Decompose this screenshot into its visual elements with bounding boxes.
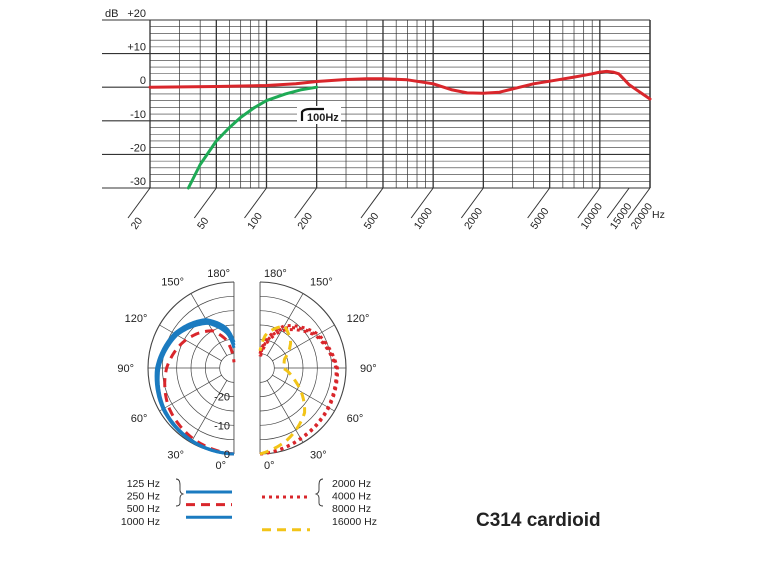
polar-grid — [147, 281, 347, 455]
polar-series — [154, 318, 339, 456]
y-tick-label: +10 — [127, 42, 146, 54]
polar-spoke — [190, 380, 228, 443]
right-angle-label: 30° — [310, 450, 327, 462]
x-tick-label: 50 — [195, 215, 212, 232]
polar-spoke — [266, 380, 304, 443]
annotation-label: 100Hz — [307, 112, 339, 124]
legend-label-left: 1000 Hz — [121, 516, 160, 528]
right-angle-label: 150° — [310, 276, 333, 288]
left-angle-label: 90° — [117, 363, 134, 375]
polar-curve-8000hz — [258, 328, 338, 456]
radial-tick-label: -20 — [214, 392, 230, 404]
polar-curve-500hz — [163, 329, 236, 456]
left-polar-grid — [147, 281, 234, 455]
right-angle-label: 60° — [347, 413, 364, 425]
left-angle-label: 120° — [125, 313, 148, 325]
polar-spoke — [272, 374, 335, 412]
x-tick-mark — [360, 187, 384, 219]
frequency-grid — [102, 19, 651, 189]
x-tick-label: 10000 — [578, 201, 605, 232]
low-cut-annotation: 100Hz — [297, 106, 341, 124]
y-tick-label: 0 — [140, 75, 146, 87]
x-tick-label: 2000 — [462, 206, 485, 232]
x-tick-label: 5000 — [528, 206, 551, 232]
x-tick-mark — [527, 187, 551, 219]
y-tick-label: -30 — [130, 176, 146, 188]
legend-label-right: 16000 Hz — [332, 516, 377, 528]
y-tick-label: -20 — [130, 142, 146, 154]
right-angle-label: 90° — [360, 363, 377, 375]
low-cut-line — [186, 85, 319, 190]
legend-brace-left — [175, 478, 185, 507]
x-tick-mark — [294, 187, 318, 219]
y-tick-label: -10 — [130, 109, 146, 121]
model-title: C314 cardioid — [476, 510, 601, 531]
right-angle-label: 120° — [347, 313, 370, 325]
annotation-box — [297, 106, 341, 124]
x-tick-mark — [127, 187, 151, 219]
legend-brace-right — [314, 478, 324, 507]
left-angle-label: 150° — [161, 276, 184, 288]
left-angle-label: 60° — [131, 413, 148, 425]
x-tick-mark — [606, 187, 630, 219]
x-tick-label: 20 — [129, 215, 146, 232]
frequency-series — [148, 69, 652, 190]
polar-spoke — [159, 374, 222, 412]
x-tick-label: 1000 — [412, 206, 435, 232]
x-tick-mark — [410, 187, 434, 219]
polar-spoke — [266, 293, 304, 356]
x-tick-mark — [460, 187, 484, 219]
radial-tick-label: 0 — [224, 449, 230, 461]
right-angle-label: 180° — [264, 268, 287, 280]
left-angle-label: 30° — [167, 450, 184, 462]
x-tick-mark — [577, 187, 601, 219]
y-tick-label: +20 — [127, 8, 146, 20]
radial-tick-label: -10 — [214, 420, 230, 432]
polar-spoke — [159, 324, 222, 362]
legend-label-right: 4000 Hz — [332, 491, 371, 503]
x-tick-mark — [244, 187, 267, 219]
left-angle-label: 180° — [207, 268, 230, 280]
polar-spoke — [272, 324, 335, 362]
low-cut-symbol — [300, 107, 324, 121]
x-tick-mark — [193, 187, 217, 219]
y-axis-label: dB — [105, 8, 118, 20]
left-angle-label: 0° — [215, 460, 226, 472]
x-tick-mark — [627, 187, 651, 219]
polar-labels: 180° 180° 150° 150° 120° 120° 90° 90° 60° 60° 30° 3… — [117, 268, 376, 472]
legend-label-right: 2000 Hz — [332, 478, 371, 490]
legend-label-right: 8000 Hz — [332, 503, 371, 515]
legend-label-left: 125 Hz — [127, 478, 160, 490]
right-angle-label: 0° — [264, 460, 275, 472]
polar-curve-1000hz — [156, 321, 236, 456]
x-axis-label: Hz — [652, 209, 665, 221]
frequency-response-line — [148, 69, 652, 101]
legend-label-left: 500 Hz — [127, 503, 160, 515]
legend-label-left: 250 Hz — [127, 491, 160, 503]
